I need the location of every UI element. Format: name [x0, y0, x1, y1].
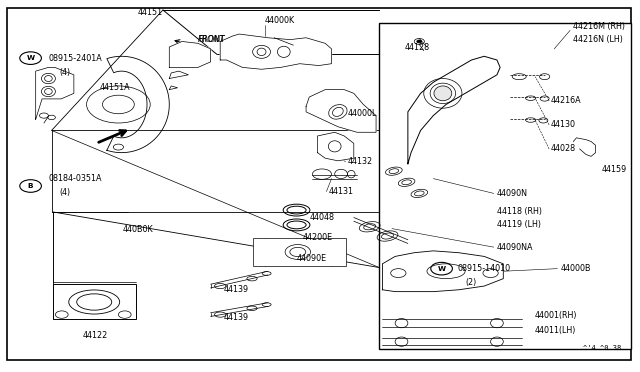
Text: 44151A: 44151A — [99, 83, 130, 92]
Polygon shape — [170, 86, 177, 90]
Polygon shape — [36, 67, 74, 119]
Text: 44139: 44139 — [223, 313, 248, 322]
Bar — [53, 284, 136, 320]
Polygon shape — [107, 56, 169, 153]
Text: 44122: 44122 — [82, 331, 108, 340]
Text: 44011(LH): 44011(LH) — [535, 326, 577, 335]
Text: 44090E: 44090E — [296, 254, 326, 263]
Text: 44132: 44132 — [348, 157, 372, 166]
Text: 44128: 44128 — [404, 42, 430, 51]
Text: 08915-2401A: 08915-2401A — [49, 54, 102, 62]
Text: W: W — [438, 266, 445, 272]
Text: 44000B: 44000B — [561, 264, 591, 273]
Polygon shape — [317, 132, 354, 161]
Text: 44139: 44139 — [223, 285, 248, 294]
Text: 08184-0351A: 08184-0351A — [49, 174, 102, 183]
Text: 44131: 44131 — [328, 187, 353, 196]
Text: (2): (2) — [465, 278, 476, 287]
Polygon shape — [170, 71, 188, 78]
Text: ^'4 ^0 38: ^'4 ^0 38 — [583, 345, 621, 351]
Text: 44216M (RH): 44216M (RH) — [573, 22, 625, 31]
Text: 44216N (LH): 44216N (LH) — [573, 35, 623, 44]
Text: (4): (4) — [60, 68, 71, 77]
Text: 44130: 44130 — [551, 121, 576, 129]
Text: 44048: 44048 — [309, 213, 334, 222]
Ellipse shape — [434, 86, 452, 101]
Text: 08915-14010: 08915-14010 — [458, 264, 511, 273]
Bar — [253, 238, 346, 266]
Text: 44001(RH): 44001(RH) — [535, 311, 578, 320]
Polygon shape — [573, 138, 596, 156]
Polygon shape — [383, 251, 503, 292]
Polygon shape — [170, 41, 211, 67]
Text: (4): (4) — [60, 188, 71, 197]
Text: 44000L: 44000L — [348, 109, 377, 118]
Text: 44090N: 44090N — [497, 189, 528, 198]
Text: 44118 (RH): 44118 (RH) — [497, 208, 542, 217]
Text: 44159: 44159 — [602, 165, 627, 174]
Circle shape — [417, 40, 422, 43]
Text: 44151: 44151 — [138, 9, 163, 17]
Text: 44090NA: 44090NA — [497, 243, 533, 251]
Text: W: W — [26, 55, 35, 61]
Polygon shape — [306, 90, 376, 132]
Text: 440B0K: 440B0K — [122, 225, 153, 234]
Polygon shape — [408, 56, 500, 164]
Polygon shape — [220, 34, 332, 69]
Text: 44200E: 44200E — [303, 233, 333, 243]
Text: 44119 (LH): 44119 (LH) — [497, 221, 541, 230]
Text: FRONT: FRONT — [198, 35, 225, 44]
Text: FRONT: FRONT — [198, 35, 225, 44]
Text: 44028: 44028 — [551, 144, 576, 153]
Text: B: B — [28, 183, 33, 189]
Text: 44000K: 44000K — [265, 16, 295, 25]
Bar — [380, 23, 630, 349]
Text: 44216A: 44216A — [551, 96, 582, 105]
